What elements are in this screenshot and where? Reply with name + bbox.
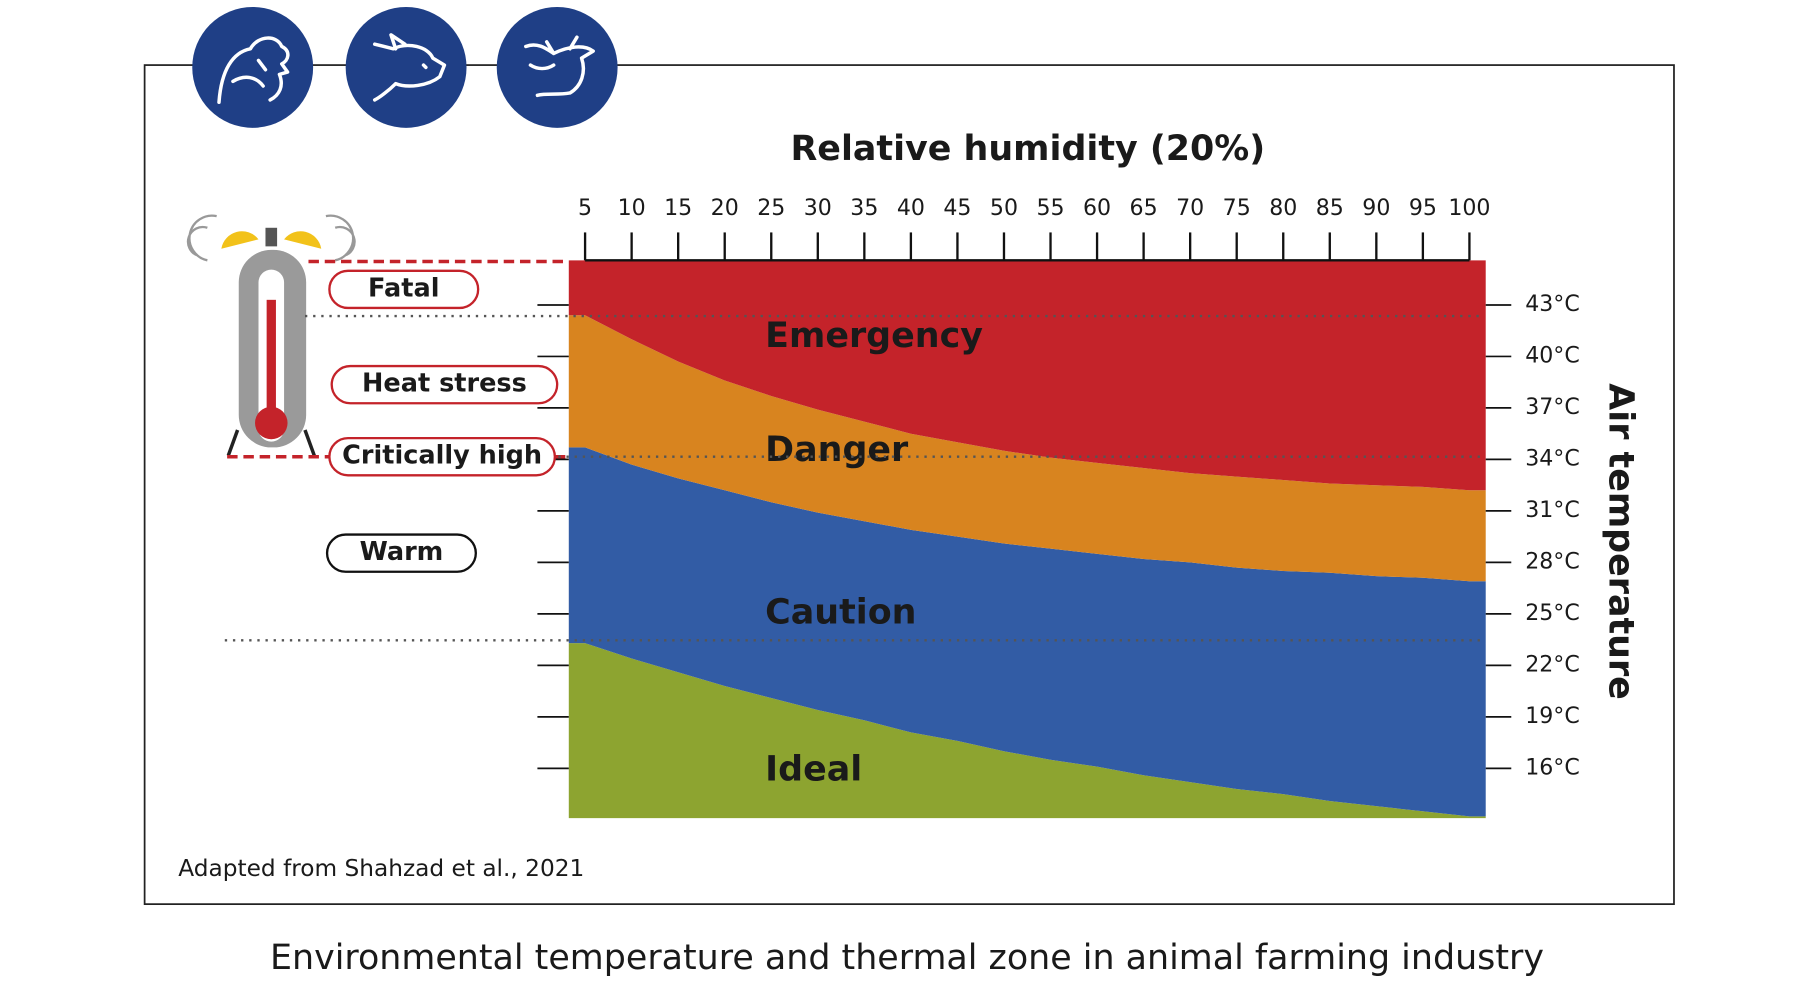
x-axis-title: Relative humidity (20%) (790, 129, 1265, 169)
level-pill (330, 364, 559, 405)
y-tick-label: 40°C (1525, 343, 1580, 368)
y-axis-title: Air temperature (1600, 383, 1640, 700)
zone-label: Caution (765, 593, 916, 633)
x-tick-label: 15 (664, 196, 692, 221)
y-tick-label: 22°C (1525, 652, 1580, 677)
level-label: Heat stress (362, 369, 527, 399)
level-label: Warm (360, 537, 444, 567)
y-tick-label: 43°C (1525, 292, 1580, 317)
x-tick-label: 85 (1316, 196, 1344, 221)
x-tick-label: 20 (711, 196, 739, 221)
x-tick-label: 65 (1130, 196, 1158, 221)
x-tick-label: 45 (943, 196, 971, 221)
y-tick-label: 28°C (1525, 549, 1580, 574)
x-tick-label: 70 (1176, 196, 1204, 221)
x-tick-label: 60 (1083, 196, 1111, 221)
zone-label: Danger (765, 430, 909, 470)
x-tick-label: 10 (618, 196, 646, 221)
y-tick-label: 37°C (1525, 395, 1580, 420)
zone-area (568, 643, 1486, 819)
y-tick-label: 19°C (1525, 704, 1580, 729)
x-tick-label: 75 (1223, 196, 1251, 221)
y-tick-label: 16°C (1525, 755, 1580, 780)
x-tick-label: 25 (757, 196, 785, 221)
x-tick-label: 30 (804, 196, 832, 221)
x-tick-label: 55 (1036, 196, 1064, 221)
y-tick-label: 34°C (1525, 446, 1580, 471)
zone-area (568, 315, 1486, 582)
source-note: Adapted from Shahzad et al., 2021 (178, 855, 584, 882)
x-tick-label: 5 (578, 196, 592, 221)
level-label: Fatal (368, 273, 439, 303)
caption: Environmental temperature and thermal zo… (270, 938, 1544, 978)
plot: Ideal Caution Danger Emergency 5 10 15 20 25 30 35… (537, 196, 1580, 819)
x-tick-label: 80 (1269, 196, 1297, 221)
x-tick-label: 95 (1409, 196, 1437, 221)
threshold-dash (227, 259, 569, 459)
zone-area (568, 260, 1486, 491)
zone-area (568, 447, 1486, 817)
zone-label: Emergency (765, 316, 983, 356)
y-tick-label: 25°C (1525, 601, 1580, 626)
stress-levels: Fatal Heat stress Critically high Warm (325, 269, 559, 573)
threshold-dots (224, 314, 1483, 642)
frame (143, 64, 1675, 906)
y-tick-label: 31°C (1525, 498, 1580, 523)
zone-label: Ideal (765, 749, 862, 789)
x-tick-label: 100 (1448, 196, 1490, 221)
animal-icons (192, 6, 618, 128)
x-tick-label: 90 (1362, 196, 1390, 221)
level-pill (328, 269, 480, 310)
x-tick-label: 35 (850, 196, 878, 221)
thermometer-icon (186, 214, 356, 457)
level-pill (325, 533, 477, 573)
level-label: Critically high (342, 441, 542, 471)
level-pill (328, 436, 557, 477)
x-tick-label: 40 (897, 196, 925, 221)
x-tick-label: 50 (990, 196, 1018, 221)
